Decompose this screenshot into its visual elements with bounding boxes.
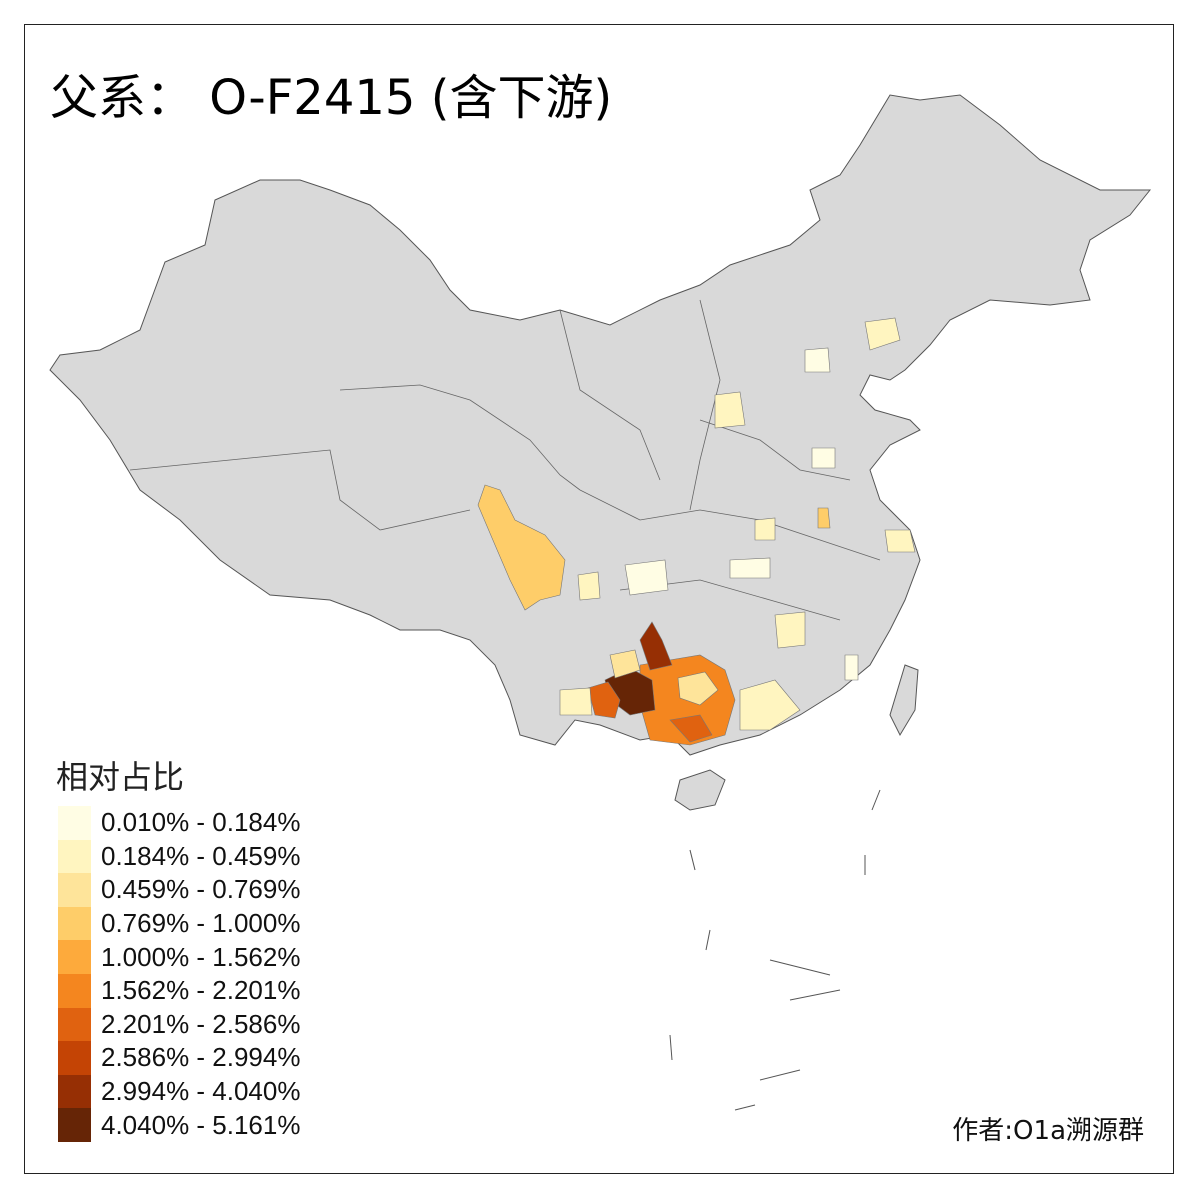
legend-label: 1.000% - 1.562%	[101, 941, 301, 972]
legend: 0.010% - 0.184% 0.184% - 0.459% 0.459% - 0…	[58, 806, 300, 1142]
legend-label: 1.562% - 2.201%	[101, 975, 301, 1006]
region-north-guangxi	[639, 621, 673, 671]
legend-item: 0.459% - 0.769%	[58, 873, 300, 907]
region-henan	[754, 517, 776, 541]
shaded-regions	[477, 317, 916, 746]
map-title: 父系： O-F2415 (含下游)	[50, 70, 613, 126]
legend-label: 2.201% - 2.586%	[101, 1008, 301, 1039]
legend-swatch	[58, 1108, 91, 1142]
region-chongqing	[577, 571, 601, 601]
author-credit: 作者:O1a溯源群	[952, 1116, 1144, 1146]
region-guizhou	[624, 559, 669, 596]
legend-swatch	[58, 1074, 91, 1109]
south-china-sea-islands	[669, 789, 881, 1111]
map-frame	[24, 24, 1174, 1174]
legend-swatch	[58, 1041, 91, 1075]
legend-swatch	[58, 906, 91, 941]
taiwan-island	[889, 664, 919, 737]
legend-swatch	[58, 973, 91, 1008]
legend-item: 1.000% - 1.562%	[58, 940, 300, 974]
legend-label: 0.184% - 0.459%	[101, 840, 301, 871]
region-anhui	[817, 507, 831, 529]
legend-swatch	[58, 806, 91, 840]
legend-item: 0.010% - 0.184%	[58, 806, 300, 840]
legend-item: 0.184% - 0.459%	[58, 839, 301, 874]
region-beijing	[804, 347, 831, 373]
region-wenshan	[587, 681, 621, 719]
legend-item: 0.769% - 1.000%	[58, 906, 301, 941]
region-guangdong-west	[739, 679, 801, 731]
china-landmass	[49, 94, 1152, 756]
legend-swatch	[58, 940, 91, 974]
region-guangxi-inner	[669, 714, 713, 743]
legend-title: 相对占比	[56, 758, 185, 796]
legend-label: 0.459% - 0.769%	[101, 874, 301, 905]
legend-label: 0.010% - 0.184%	[101, 807, 301, 838]
legend-label: 4.040% - 5.161%	[101, 1109, 301, 1140]
region-guangxi-light	[677, 671, 719, 706]
legend-item: 2.201% - 2.586%	[58, 1007, 301, 1042]
internal-borders	[129, 299, 881, 621]
region-shanxi	[714, 391, 746, 429]
region-hubei	[729, 557, 771, 579]
legend-swatch	[58, 1007, 91, 1042]
region-west-sichuan	[477, 484, 566, 611]
legend-label: 2.586% - 2.994%	[101, 1042, 301, 1073]
region-yunnan-south	[559, 687, 593, 716]
region-hunan-south	[774, 611, 806, 649]
legend-label: 2.994% - 4.040%	[101, 1076, 301, 1107]
region-shandong	[811, 447, 836, 469]
legend-swatch	[58, 839, 91, 874]
legend-item: 4.040% - 5.161%	[58, 1108, 300, 1142]
hainan-island	[674, 769, 726, 811]
legend-item: 2.994% - 4.040%	[58, 1074, 301, 1109]
region-liaoning	[864, 317, 901, 351]
region-yunnan-east	[609, 649, 641, 679]
legend-swatch	[58, 873, 91, 907]
legend-item: 1.562% - 2.201%	[58, 973, 301, 1008]
legend-label: 0.769% - 1.000%	[101, 908, 301, 939]
region-jiangsu	[884, 529, 916, 553]
region-fujian	[844, 654, 859, 681]
legend-item: 2.586% - 2.994%	[58, 1041, 300, 1075]
